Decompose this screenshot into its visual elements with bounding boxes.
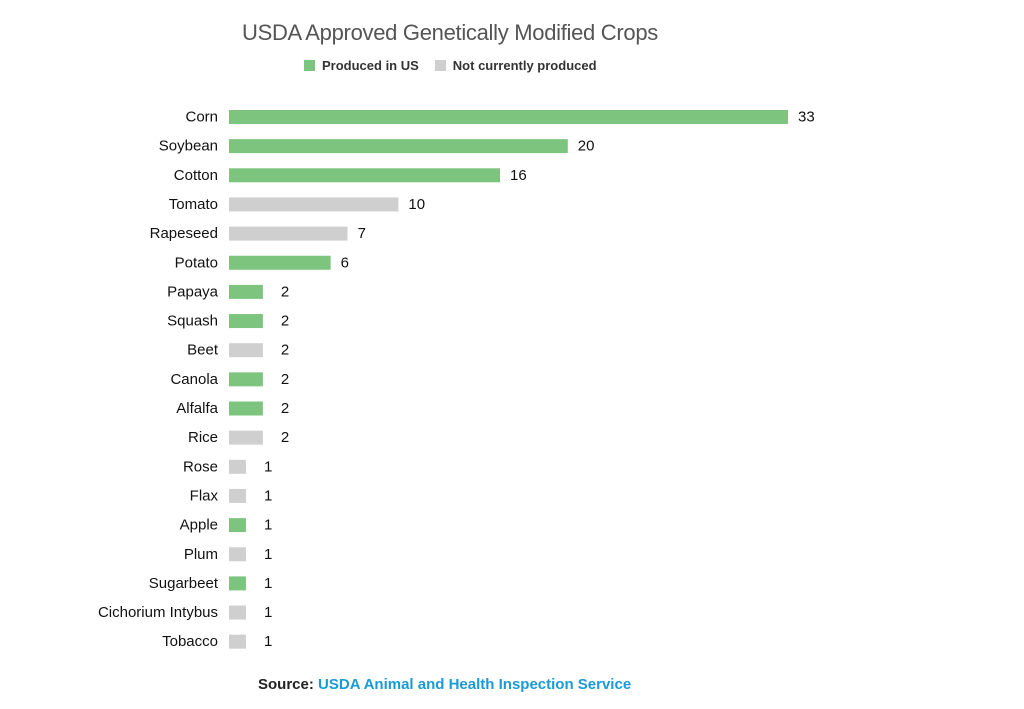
bar-squash [229, 314, 263, 329]
category-label-tomato: Tomato [169, 196, 218, 213]
category-label-tobacco: Tobacco [162, 633, 218, 650]
category-label-rose: Rose [183, 458, 218, 475]
bar-alfalfa [229, 401, 263, 416]
value-label-squash: 2 [281, 313, 289, 330]
source-link[interactable]: USDA Animal and Health Inspection Servic… [318, 676, 632, 693]
category-label-rice: Rice [188, 429, 218, 446]
legend-item-produced: Produced in US [304, 58, 419, 73]
value-label-rose: 1 [264, 458, 272, 475]
value-label-corn: 33 [798, 109, 815, 126]
bar-tomato [229, 197, 399, 212]
value-label-tobacco: 1 [264, 633, 272, 650]
bar-potato [229, 255, 331, 270]
value-label-soybean: 20 [578, 138, 595, 155]
bar-papaya [229, 284, 263, 299]
bar-flax [229, 488, 246, 503]
value-label-alfalfa: 2 [281, 400, 289, 417]
value-label-apple: 1 [264, 517, 272, 534]
bar-cotton [229, 168, 501, 183]
value-label-cotton: 16 [510, 167, 527, 184]
category-label-cichorium-intybus: Cichorium Intybus [98, 604, 218, 621]
category-label-alfalfa: Alfalfa [176, 400, 218, 417]
category-label-squash: Squash [167, 313, 218, 330]
category-label-canola: Canola [170, 371, 218, 388]
value-label-sugarbeet: 1 [264, 575, 272, 592]
category-label-apple: Apple [180, 517, 218, 534]
value-label-rapeseed: 7 [358, 225, 366, 242]
value-label-potato: 6 [341, 254, 349, 271]
bar-cichorium-intybus [229, 605, 246, 620]
value-label-tomato: 10 [408, 196, 425, 213]
value-label-beet: 2 [281, 342, 289, 359]
legend-item-not-produced: Not currently produced [434, 58, 597, 73]
bar-sugarbeet [229, 576, 246, 591]
category-label-flax: Flax [190, 487, 219, 504]
legend-swatch-not-produced [434, 60, 446, 71]
bar-apple [229, 518, 246, 533]
category-label-beet: Beet [187, 342, 219, 359]
bar-rapeseed [229, 226, 348, 241]
bar-rice [229, 430, 263, 445]
bar-corn [229, 110, 788, 124]
legend-label-produced: Produced in US [322, 58, 419, 73]
value-label-papaya: 2 [281, 283, 289, 300]
category-label-papaya: Papaya [167, 283, 219, 300]
value-label-plum: 1 [264, 546, 272, 563]
category-label-sugarbeet: Sugarbeet [149, 575, 219, 592]
chart-title: USDA Approved Genetically Modified Crops [242, 20, 658, 45]
legend-swatch-produced [304, 60, 315, 71]
category-label-cotton: Cotton [174, 167, 218, 184]
bar-canola [229, 372, 263, 387]
value-label-canola: 2 [281, 371, 289, 388]
bar-tobacco [229, 634, 246, 649]
source-label: Source: [258, 676, 314, 693]
bar-beet [229, 343, 263, 358]
category-label-rapeseed: Rapeseed [150, 225, 218, 242]
category-label-soybean: Soybean [159, 138, 218, 155]
category-label-plum: Plum [184, 546, 218, 563]
value-label-rice: 2 [281, 429, 289, 446]
legend-label-not-produced: Not currently produced [452, 58, 597, 73]
bar-rose [229, 459, 246, 474]
source-line: Source: USDA Animal and Health Inspectio… [258, 676, 631, 693]
bar-soybean [229, 139, 568, 154]
bar-plum [229, 547, 246, 562]
value-label-cichorium-intybus: 1 [264, 604, 272, 621]
value-label-flax: 1 [264, 487, 272, 504]
category-label-potato: Potato [175, 254, 218, 271]
category-label-corn: Corn [185, 109, 218, 126]
chart-legend: Produced in US Not currently produced [304, 58, 613, 73]
